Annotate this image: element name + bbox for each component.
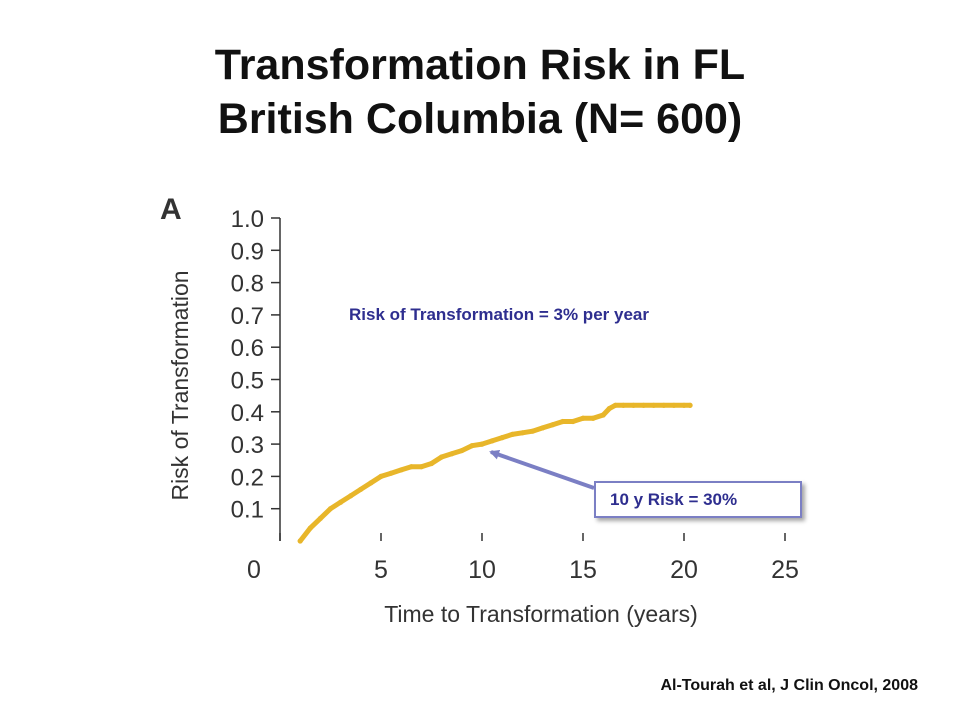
data-point — [681, 402, 687, 408]
data-point — [479, 441, 485, 447]
y-tick-label: 0.6 — [231, 335, 264, 362]
data-point — [297, 538, 303, 544]
data-point — [368, 480, 374, 486]
x-axis-ticks: 0 5 10 15 20 25 — [247, 533, 799, 584]
y-tick-label: 1.0 — [231, 206, 264, 233]
data-point — [439, 454, 445, 460]
data-point — [550, 422, 556, 428]
title-line-2: British Columbia (N= 600) — [217, 95, 743, 143]
data-point — [671, 402, 677, 408]
callout-arrow — [489, 449, 595, 490]
data-point — [509, 431, 515, 438]
data-point — [469, 443, 475, 449]
y-tick-label: 0.7 — [231, 303, 264, 330]
data-point — [529, 428, 536, 434]
x-tick-label: 20 — [670, 556, 698, 584]
data-point — [661, 402, 667, 408]
series-line — [297, 402, 693, 544]
data-point — [388, 470, 394, 476]
data-point — [378, 473, 384, 479]
x-axis-label: Time to Transformation (years) — [384, 601, 698, 627]
x-tick-label: 15 — [569, 556, 597, 584]
rate-annotation: Risk of Transformation = 3% per year — [349, 305, 649, 324]
data-point — [687, 402, 693, 408]
y-tick-label: 0.4 — [231, 400, 264, 427]
data-point — [651, 402, 657, 408]
data-point — [630, 402, 637, 408]
data-point — [459, 447, 465, 454]
title-line-1: Transformation Risk in FL — [214, 41, 746, 89]
y-tick-label: 0.3 — [231, 432, 264, 459]
data-point — [600, 412, 606, 418]
citation: Al-Tourah et al, J Clin Oncol, 2008 — [660, 677, 918, 694]
data-point — [620, 402, 627, 408]
data-point — [307, 525, 313, 531]
x-tick-label: 0 — [247, 556, 261, 584]
x-tick-label: 25 — [771, 556, 799, 584]
y-tick-label: 0.5 — [231, 368, 264, 395]
data-point — [590, 415, 596, 421]
y-tick-label: 0.1 — [231, 497, 264, 524]
data-point — [428, 460, 435, 467]
risk-curve — [297, 402, 693, 544]
panel-label: A — [160, 193, 182, 226]
data-point — [540, 425, 546, 431]
ten-year-risk-callout: 10 y Risk = 30% — [594, 481, 802, 518]
y-axis-ticks: 0.1 0.2 0.3 0.4 0.5 0.6 0.7 0.8 0.9 1.0 — [231, 206, 280, 524]
data-point — [418, 464, 424, 470]
data-point — [358, 486, 364, 492]
data-point — [408, 464, 414, 470]
y-tick-label: 0.2 — [231, 464, 264, 491]
data-point — [338, 499, 344, 505]
x-tick-label: 5 — [374, 556, 388, 584]
data-point — [580, 415, 586, 421]
data-point — [560, 418, 566, 425]
data-point — [641, 402, 647, 408]
slide-title: Transformation Risk in FL British Columb… — [0, 38, 960, 146]
data-point — [519, 430, 526, 436]
y-tick-label: 0.8 — [231, 271, 264, 298]
data-point — [449, 451, 455, 457]
data-point — [489, 438, 495, 444]
x-tick-label: 10 — [468, 556, 496, 584]
data-point — [499, 435, 505, 441]
series-line-outline — [299, 404, 691, 542]
data-point — [612, 402, 618, 408]
data-point — [398, 467, 404, 473]
data-point — [570, 418, 576, 425]
data-point — [606, 405, 612, 412]
data-point — [327, 506, 334, 512]
data-point — [317, 515, 323, 521]
data-point — [348, 493, 354, 499]
y-axis-label: Risk of Transformation — [167, 270, 193, 500]
y-tick-label: 0.9 — [231, 238, 264, 265]
